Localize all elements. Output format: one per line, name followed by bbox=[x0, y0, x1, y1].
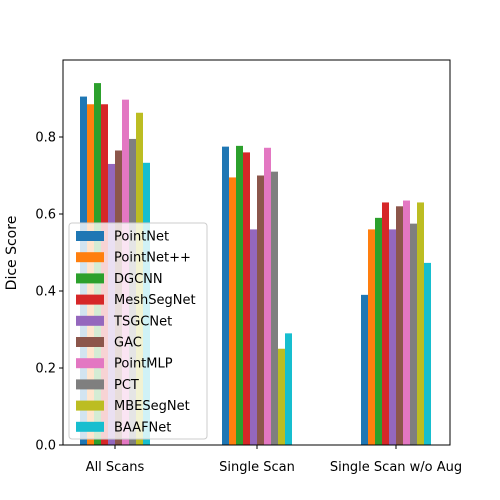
bar-pct-1 bbox=[271, 171, 278, 445]
legend-swatch bbox=[76, 421, 104, 432]
y-tick-label: 0.2 bbox=[35, 362, 56, 377]
legend-swatch bbox=[76, 337, 104, 347]
legend-swatch bbox=[76, 252, 104, 263]
x-tick-label: Single Scan bbox=[219, 460, 295, 475]
bar-meshsegnet-2 bbox=[382, 202, 389, 445]
y-axis: 0.0 0.2 0.4 0.6 0.8 bbox=[35, 131, 63, 454]
legend-label: GAC bbox=[114, 336, 142, 351]
bar-meshsegnet-1 bbox=[243, 152, 250, 445]
legend-swatch bbox=[76, 294, 104, 305]
bar-pointnet-2 bbox=[361, 294, 368, 445]
x-axis: All Scans Single Scan Single Scan w/o Aug bbox=[86, 445, 462, 475]
legend-label: TSGCNet bbox=[113, 314, 172, 329]
legend-swatch bbox=[76, 231, 104, 241]
legend-label: DGCNN bbox=[114, 272, 163, 287]
bar-pointnet--2 bbox=[368, 229, 375, 445]
bar-gac-2 bbox=[396, 206, 403, 445]
legend-label: MBESegNet bbox=[114, 399, 190, 414]
y-tick-label: 0.4 bbox=[35, 285, 56, 300]
y-tick-label: 0.8 bbox=[35, 131, 56, 146]
y-axis-label: Dice Score bbox=[4, 216, 20, 291]
legend-label: PointNet++ bbox=[114, 251, 191, 266]
y-tick-label: 0.0 bbox=[35, 439, 56, 454]
bar-baafnet-2 bbox=[424, 262, 431, 445]
legend-label: PointMLP bbox=[114, 357, 173, 372]
bar-tsgcnet-1 bbox=[250, 229, 257, 445]
legend-swatch bbox=[76, 379, 104, 390]
legend-swatch bbox=[76, 400, 104, 411]
legend-swatch bbox=[76, 315, 104, 326]
bar-mbesegnet-2 bbox=[417, 202, 424, 445]
legend-swatch bbox=[76, 273, 104, 284]
bar-dgcnn-1 bbox=[236, 145, 243, 446]
x-tick-label: All Scans bbox=[86, 460, 145, 475]
bar-pointnet-1 bbox=[222, 146, 229, 446]
bar-pointmlp-1 bbox=[264, 147, 271, 445]
legend-label: MeshSegNet bbox=[114, 293, 196, 308]
legend-swatch bbox=[76, 358, 104, 369]
bar-dgcnn-2 bbox=[375, 217, 382, 445]
legend-label: PointNet bbox=[114, 230, 169, 245]
x-tick-label: Single Scan w/o Aug bbox=[330, 460, 462, 475]
bar-pointmlp-2 bbox=[403, 200, 410, 445]
bar-baafnet-1 bbox=[285, 333, 292, 445]
legend-label: BAAFNet bbox=[114, 420, 171, 435]
bar-mbesegnet-1 bbox=[278, 348, 285, 445]
legend: PointNet PointNet++ DGCNN MeshSegNet TSGCNet… bbox=[68, 222, 208, 440]
bar-tsgcnet-2 bbox=[389, 229, 396, 445]
bar-pct-2 bbox=[410, 223, 417, 445]
legend-label: PCT bbox=[114, 378, 139, 393]
bar-pointnet--1 bbox=[229, 177, 236, 445]
bar-gac-1 bbox=[257, 175, 264, 445]
y-tick-label: 0.6 bbox=[35, 208, 56, 223]
